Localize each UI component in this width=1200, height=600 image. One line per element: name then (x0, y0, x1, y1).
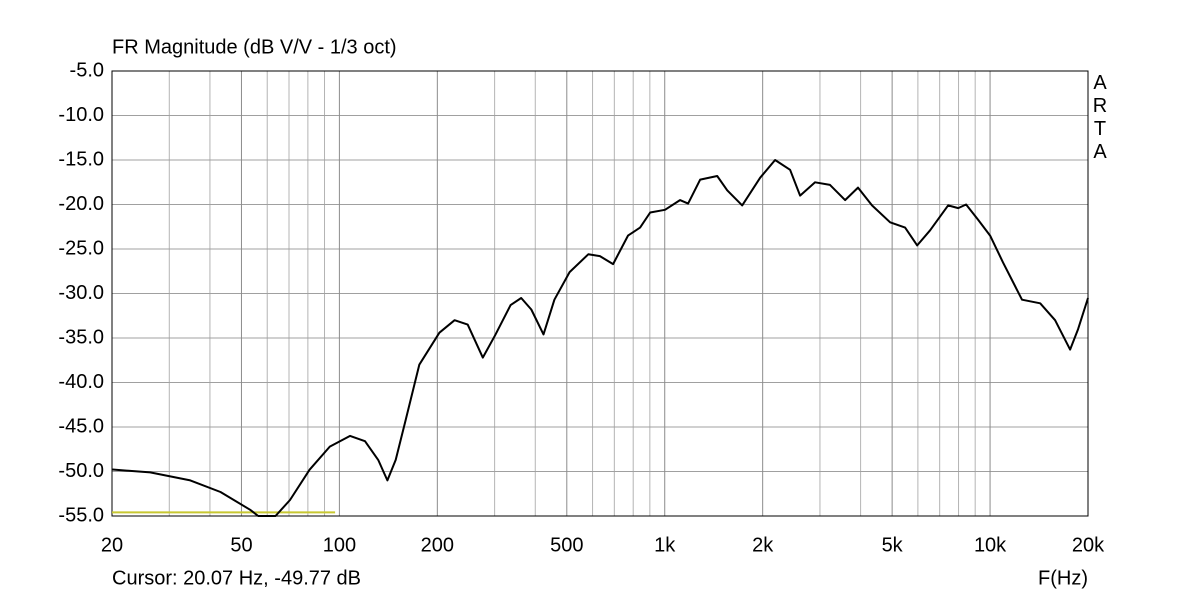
x-tick-label: 2k (752, 534, 774, 556)
y-tick-label: -20.0 (58, 193, 104, 215)
y-tick-label: -25.0 (58, 237, 104, 259)
x-tick-label: 5k (882, 534, 904, 556)
y-tick-label: -15.0 (58, 148, 104, 170)
y-tick-label: -40.0 (58, 371, 104, 393)
x-tick-label: 200 (421, 534, 454, 556)
data-line (112, 159, 1089, 517)
x-tick-label: 20k (1072, 534, 1105, 556)
x-axis-label: F(Hz) (1038, 567, 1088, 589)
y-tick-label: -5.0 (70, 59, 104, 81)
cursor-readout: Cursor: 20.07 Hz, -49.77 dB (112, 567, 361, 589)
y-tick-label: -50.0 (58, 460, 104, 482)
x-tick-label: 50 (230, 534, 252, 556)
y-tick-label: -55.0 (58, 504, 104, 526)
x-tick-label: 500 (550, 534, 583, 556)
x-tick-label: 20 (101, 534, 123, 556)
y-tick-label: -30.0 (58, 282, 104, 304)
side-label: ARTA (1092, 72, 1108, 163)
chart-title: FR Magnitude (dB V/V - 1/3 oct) (112, 36, 397, 58)
x-tick-label: 10k (974, 534, 1007, 556)
plot-frame (111, 70, 1089, 517)
y-tick-label: -45.0 (58, 415, 104, 437)
y-tick-label: -35.0 (58, 326, 104, 348)
x-tick-label: 100 (323, 534, 356, 556)
x-tick-label: 1k (654, 534, 676, 556)
y-tick-label: -10.0 (58, 104, 104, 126)
